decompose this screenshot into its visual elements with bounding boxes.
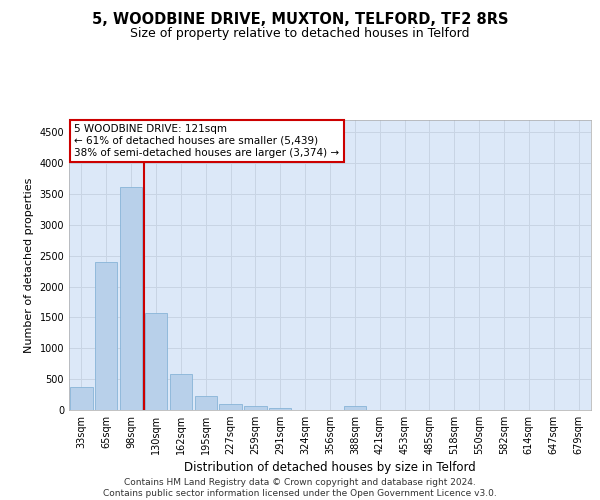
X-axis label: Distribution of detached houses by size in Telford: Distribution of detached houses by size …	[184, 462, 476, 474]
Bar	[95, 262, 118, 410]
Bar	[170, 374, 192, 410]
Bar	[145, 312, 167, 410]
Bar	[269, 408, 292, 410]
Text: Size of property relative to detached houses in Telford: Size of property relative to detached ho…	[130, 28, 470, 40]
Bar	[70, 387, 92, 410]
Text: 5, WOODBINE DRIVE, MUXTON, TELFORD, TF2 8RS: 5, WOODBINE DRIVE, MUXTON, TELFORD, TF2 …	[92, 12, 508, 28]
Y-axis label: Number of detached properties: Number of detached properties	[24, 178, 34, 352]
Bar	[220, 404, 242, 410]
Text: Contains HM Land Registry data © Crown copyright and database right 2024.
Contai: Contains HM Land Registry data © Crown c…	[103, 478, 497, 498]
Bar	[120, 186, 142, 410]
Text: 5 WOODBINE DRIVE: 121sqm
← 61% of detached houses are smaller (5,439)
38% of sem: 5 WOODBINE DRIVE: 121sqm ← 61% of detach…	[74, 124, 340, 158]
Bar	[244, 406, 266, 410]
Bar	[344, 406, 366, 410]
Bar	[194, 396, 217, 410]
